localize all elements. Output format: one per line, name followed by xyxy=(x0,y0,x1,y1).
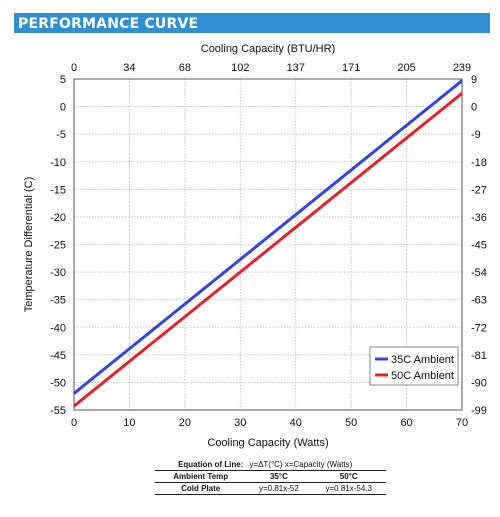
y2-tick-label: -63 xyxy=(471,295,487,307)
y2-tick-label: -99 xyxy=(471,405,487,417)
y-tick-label: -25 xyxy=(50,240,66,252)
x2-tick-label: 0 xyxy=(71,62,77,74)
y-tick-label: -35 xyxy=(50,295,66,307)
y2-tick-label: 0 xyxy=(471,102,477,114)
x-tick-label: 70 xyxy=(456,417,468,429)
y-tick-label: 0 xyxy=(60,102,66,114)
header-ambient-temp: Ambient Temp xyxy=(155,470,247,483)
page-title: PERFORMANCE CURVE xyxy=(18,16,199,32)
legend-label: 50C Ambient xyxy=(391,370,454,382)
header-bar xyxy=(14,13,490,33)
equation-data-row: Cold Plate y=0.81x-52 y=0.81x-54.3 xyxy=(155,482,386,495)
series-layer xyxy=(73,79,463,408)
equation-formula: y=ΔT(°C) x=Capacity (Watts) xyxy=(246,459,386,471)
eq-35c: y=0.81x-52 xyxy=(246,482,312,495)
x-tick-label: 20 xyxy=(179,417,191,429)
header-35c: 35°C xyxy=(246,470,312,483)
x-tick-label: 10 xyxy=(123,417,135,429)
x2-tick-label: 137 xyxy=(287,62,305,74)
x2-axis-title: Cooling Capacity (BTU/HR) xyxy=(201,43,335,55)
legend: 35C Ambient 50C Ambient xyxy=(369,346,459,386)
x-tick-label: 50 xyxy=(345,417,357,429)
y-tick-label: -20 xyxy=(50,212,66,224)
x-axis-title: Cooling Capacity (Watts) xyxy=(207,437,328,449)
x-tick-label: 0 xyxy=(71,417,77,429)
y2-tick-label: -54 xyxy=(471,267,487,279)
y2-tick-label: -81 xyxy=(471,350,487,362)
x2-tick-label: 68 xyxy=(179,62,191,74)
eq-50c: y=0.81x-54.3 xyxy=(311,482,386,495)
y2-tick-label: -18 xyxy=(471,157,487,169)
legend-label: 35C Ambient xyxy=(391,354,454,366)
header-50c: 50°C xyxy=(311,470,386,483)
y-tick-label: -15 xyxy=(50,184,66,196)
x2-tick-label: 205 xyxy=(397,62,415,74)
x2-tick-label: 102 xyxy=(231,62,249,74)
y-tick-label: -5 xyxy=(56,129,66,141)
x2-tick-label: 171 xyxy=(342,62,360,74)
y2-tick-label: -90 xyxy=(471,377,487,389)
y2-tick-label: -45 xyxy=(471,240,487,252)
x2-tick-label: 34 xyxy=(123,62,135,74)
y-tick-label: -50 xyxy=(50,377,66,389)
x-tick-label: 40 xyxy=(290,417,302,429)
chart-grid xyxy=(74,79,462,410)
y2-tick-label: -72 xyxy=(471,322,487,334)
y-tick-label: 5 xyxy=(60,74,66,86)
series-line xyxy=(73,79,463,395)
y2-tick-label: 9 xyxy=(471,74,477,86)
equation-label: Equation of Line: xyxy=(155,459,247,471)
y2-tick-label: -9 xyxy=(471,129,481,141)
series-line xyxy=(73,92,463,408)
y-tick-label: -10 xyxy=(50,157,66,169)
y-tick-label: -45 xyxy=(50,350,66,362)
legend-box xyxy=(369,346,459,386)
row-cold-plate: Cold Plate xyxy=(155,482,247,495)
y-axis-title: Temperature Differential (C) xyxy=(23,177,35,313)
x-tick-label: 60 xyxy=(400,417,412,429)
y2-tick-label: -27 xyxy=(471,184,487,196)
equation-row: Equation of Line: y=ΔT(°C) x=Capacity (W… xyxy=(155,459,386,471)
plot-frame xyxy=(73,78,463,411)
y2-tick-label: -36 xyxy=(471,212,487,224)
y-tick-label: -40 xyxy=(50,322,66,334)
x-tick-label: 30 xyxy=(234,417,246,429)
y-tick-label: -30 xyxy=(50,267,66,279)
equation-header-row: Ambient Temp 35°C 50°C xyxy=(155,470,386,483)
equation-table: Equation of Line: y=ΔT(°C) x=Capacity (W… xyxy=(155,459,386,495)
y-tick-label: -55 xyxy=(50,405,66,417)
x2-tick-label: 239 xyxy=(453,62,471,74)
